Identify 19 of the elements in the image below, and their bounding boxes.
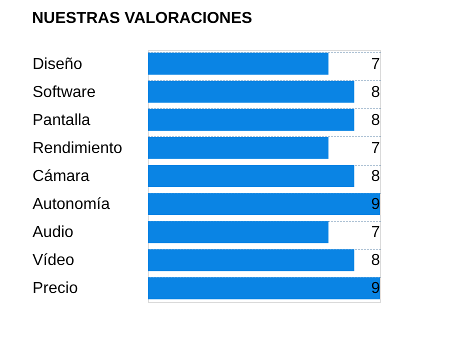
data-label: 7 — [371, 56, 380, 73]
y-tick-label: Autonomía — [32, 196, 110, 214]
data-label: 8 — [371, 112, 380, 129]
data-label: 8 — [371, 252, 380, 270]
y-tick-label: Software — [32, 84, 96, 101]
data-label: 8 — [371, 168, 380, 185]
data-label: 9 — [371, 196, 380, 214]
y-tick-label: Audio — [32, 224, 74, 242]
data-label: 9 — [371, 280, 380, 298]
y-tick-label: Cámara — [32, 168, 90, 185]
y-tick-label: Pantalla — [32, 112, 90, 129]
data-label: 7 — [371, 224, 380, 242]
data-label: 8 — [371, 84, 380, 101]
data-label: 7 — [371, 140, 380, 157]
chart-title: NUESTRAS VALORACIONES — [32, 10, 252, 27]
y-tick-label: Rendimiento — [32, 140, 122, 157]
y-tick-label: Diseño — [32, 56, 82, 73]
y-tick-label: Precio — [32, 280, 78, 298]
y-tick-label: Vídeo — [32, 252, 74, 270]
